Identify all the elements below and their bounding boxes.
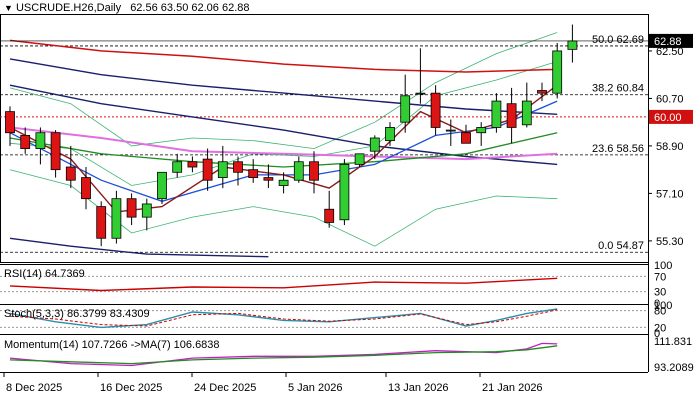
candle-body (309, 161, 319, 181)
candle-body (521, 100, 532, 126)
candle-body (5, 111, 15, 134)
stoch-signal-line (9, 309, 558, 327)
candle-body (248, 169, 259, 178)
candle-body (430, 92, 441, 128)
price-tick-label: 58.90 (656, 141, 684, 153)
candle-body (537, 90, 547, 94)
magenta-ma-line (9, 126, 558, 161)
candle-body (217, 161, 228, 178)
time-tick-label: 21 Jan 2026 (482, 382, 543, 394)
candle-body (20, 134, 31, 149)
candle-body (552, 50, 563, 94)
navy-ma-line (9, 237, 269, 258)
rsi-tick-label: 100 (654, 260, 672, 272)
rsi-line (9, 277, 558, 292)
momentum-tick-label: 93.2089 (654, 362, 694, 374)
green-ma-line (9, 132, 558, 168)
candle-body (81, 177, 91, 200)
candle-body (96, 206, 107, 239)
red-ma-line (9, 39, 558, 73)
navy-ma-line (9, 84, 558, 166)
open-value: 62.56 (130, 2, 158, 14)
momentum-tick-label: 111.831 (654, 336, 692, 348)
rsi-tick-label: 70 (654, 271, 666, 283)
candle-body (385, 127, 395, 142)
stoch-main-line (9, 308, 558, 329)
symbol-label: USCRUDE.H26,Daily (15, 2, 122, 14)
fast-ma-line (9, 84, 558, 213)
stoch-tick-label: 100 (654, 300, 672, 312)
candle-body (491, 100, 502, 128)
candle-body (369, 137, 380, 152)
rsi-label: RSI(14) 64.7369 (4, 268, 85, 280)
rsi-tick-label: 30 (654, 287, 666, 299)
candle-body (187, 161, 198, 168)
marker-price-label: 60.00 (654, 112, 682, 124)
upper-band-line (9, 32, 558, 150)
candle-body (35, 132, 46, 149)
low-value: 62.06 (191, 2, 219, 14)
candle-body (278, 179, 289, 186)
momentum-ma-line (9, 345, 558, 365)
time-tick-label: 16 Dec 2025 (100, 382, 162, 394)
stoch-tick-label: 0 (654, 328, 660, 340)
candle-body (354, 153, 365, 165)
time-tick-label: 8 Dec 2025 (6, 382, 62, 394)
candle-body (157, 171, 167, 200)
candle-body (293, 161, 304, 181)
current-price-label: 62.88 (654, 36, 682, 48)
fib-label: 23.6 58.56 (592, 143, 644, 155)
candle-body (506, 103, 517, 128)
candle-body (415, 92, 426, 95)
candle-body (567, 40, 578, 50)
candle-body (65, 166, 76, 181)
price-tick-label: 60.70 (656, 93, 684, 105)
time-tick-label: 24 Dec 2025 (194, 382, 256, 394)
fib-label: 0.0 54.87 (598, 240, 644, 252)
price-tick-label: 55.30 (656, 236, 684, 248)
fib-label: 38.2 60.84 (592, 83, 644, 95)
candle-body (50, 132, 61, 171)
candle-body (111, 198, 122, 239)
momentum-label: Momentum(14) 107.7266 ->MA(7) 106.6838 (4, 339, 220, 351)
high-value: 63.50 (160, 2, 189, 14)
current-price-box (649, 33, 693, 48)
navy-ma-line (9, 58, 558, 115)
triangle-down-icon[interactable]: ▼ (4, 3, 13, 13)
rsi-tick-label: 0 (654, 298, 660, 310)
chart-header: ▼ USCRUDE.H26,Daily 62.56 63.50 62.06 62… (4, 2, 250, 14)
marker-price-box (649, 109, 693, 124)
stoch-tick-label: 80 (654, 306, 666, 318)
fib-label: 50.0 62.69 (592, 34, 644, 46)
price-tick-label: 57.10 (656, 188, 684, 200)
candle-body (202, 158, 213, 181)
candle-body (263, 177, 274, 181)
upper-band-line (9, 61, 558, 186)
close-value: 62.88 (221, 2, 250, 14)
stoch-tick-label: 20 (654, 322, 666, 334)
stoch-label: Stoch(5,3,3) 86.3799 83.4309 (4, 308, 150, 320)
candle-body (172, 161, 183, 173)
time-tick-label: 5 Jan 2026 (288, 382, 342, 394)
candle-body (476, 127, 487, 134)
price-tick-label: 62.50 (656, 46, 684, 58)
candle-body (461, 132, 471, 144)
candle-body (445, 129, 456, 132)
candle-body (126, 198, 137, 218)
candle-body (339, 163, 350, 221)
candle-body (141, 203, 152, 218)
candle-body (233, 161, 243, 173)
time-tick-label: 13 Jan 2026 (388, 382, 449, 394)
momentum-line (9, 342, 558, 367)
candle-body (324, 208, 335, 223)
candle-body (400, 95, 411, 123)
